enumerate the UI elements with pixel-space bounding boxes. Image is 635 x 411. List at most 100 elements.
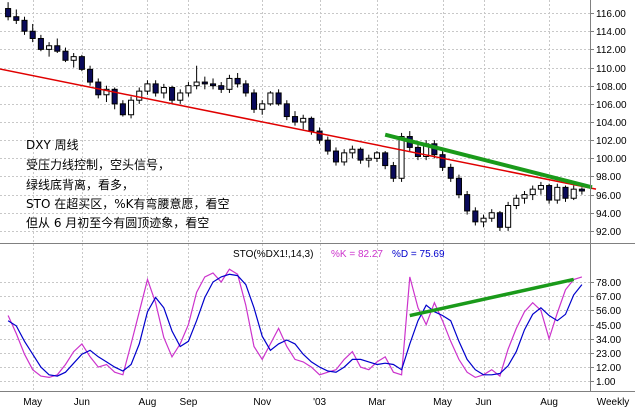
x-tick-label: Jun — [475, 397, 491, 408]
candle-body — [128, 99, 135, 116]
candle-body — [5, 8, 12, 18]
candle-body — [537, 185, 544, 190]
candle-body — [242, 83, 249, 94]
x-tick-label: Aug — [139, 397, 157, 408]
price-tick-label: 104.00 — [596, 118, 627, 129]
price-tick-label: 102.00 — [596, 136, 627, 147]
price-tick-label: 108.00 — [596, 82, 627, 93]
x-tick-label: Weekly — [597, 397, 630, 408]
candle-body — [46, 45, 53, 50]
annotation-line-4: STO 在超买区，%K有弯腰意愿，看空 — [26, 196, 229, 211]
candle-body — [382, 152, 389, 167]
indicator-y-axis: 1.00 12.00 23.00 34.00 45.00 56.00 67.00 78.00 — [590, 278, 621, 388]
candle-body — [390, 165, 397, 179]
candle-body — [455, 177, 462, 196]
candle-body — [234, 77, 241, 85]
price-y-axis: 92.00 94.00 96.00 98.00 100.00 102.00 104.00 10… — [590, 9, 627, 238]
x-tick-label: Nov — [253, 397, 271, 408]
price-tick-label: 98.00 — [596, 172, 621, 183]
candle-body — [37, 37, 44, 50]
candle-body — [513, 197, 520, 207]
candle-body — [447, 166, 454, 179]
price-tick-label: 114.00 — [596, 27, 626, 38]
candle-body — [357, 148, 364, 161]
candle-body — [529, 188, 536, 196]
candle-body — [54, 45, 61, 52]
indicator-tick-label: 67.00 — [596, 292, 621, 303]
candle-body — [169, 87, 176, 101]
annotation-line-3: 绿线底背离，看多， — [26, 177, 134, 192]
candle-body — [70, 56, 77, 61]
x-tick-label: Aug — [540, 397, 558, 408]
candle-body — [226, 77, 233, 90]
candle-body — [209, 83, 217, 87]
candle-body — [218, 85, 225, 90]
candle-body — [341, 152, 348, 163]
candle-body — [275, 92, 282, 105]
trendlines — [0, 68, 597, 190]
indicator-tick-label: 23.00 — [596, 349, 621, 360]
candle-body — [570, 188, 577, 199]
indicator-tick-label: 34.00 — [596, 335, 621, 346]
candle-body — [119, 103, 126, 116]
price-tick-label: 112.00 — [596, 45, 626, 56]
x-tick-label: '03 — [313, 397, 326, 408]
candle-body — [152, 83, 159, 94]
k-line — [7, 268, 583, 379]
candle-body — [87, 68, 94, 83]
candle-body — [439, 154, 446, 168]
candlestick-series — [5, 2, 585, 231]
price-tick-label: 92.00 — [596, 227, 621, 238]
candle-body — [349, 148, 356, 154]
candle-body — [324, 139, 331, 152]
candle-body — [136, 90, 143, 101]
indicator-tick-label: 1.00 — [596, 377, 616, 388]
x-tick-label: Mar — [368, 397, 386, 408]
annotation-line-5: 但从 6 月初至今有圆顶迹象，看空 — [26, 215, 209, 230]
candle-body — [103, 88, 110, 96]
x-tick-label: May — [23, 397, 42, 408]
candle-body — [414, 146, 421, 157]
annotation-line-1: DXY 周线 — [26, 138, 79, 152]
candle-body — [177, 92, 184, 101]
candle-body — [144, 83, 151, 92]
indicator-name: STO(%DX1!,14,3) — [233, 249, 313, 260]
price-tick-label: 106.00 — [596, 100, 627, 111]
candle-body — [267, 92, 274, 105]
candle-body — [554, 186, 561, 201]
price-tick-label: 100.00 — [596, 154, 627, 165]
d-line — [7, 273, 583, 377]
indicator-tick-label: 45.00 — [596, 321, 621, 332]
indicator-tick-label: 56.00 — [596, 306, 621, 317]
candle-body — [472, 210, 479, 223]
candle-body — [193, 81, 200, 87]
indicator-header: STO(%DX1!,14,3) %K = 82.27 %D = 75.69 — [233, 249, 445, 260]
candle-body — [283, 103, 290, 118]
candle-body — [308, 117, 315, 132]
stochastic-lines — [7, 268, 583, 379]
candle-body — [562, 186, 569, 199]
candle-body — [521, 194, 528, 199]
candle-body — [332, 150, 340, 163]
annotation-line-2: 受压力线控制，空头信号， — [26, 158, 170, 172]
price-tick-label: 94.00 — [596, 209, 621, 220]
candle-body — [29, 30, 36, 39]
annotation-block: DXY 周线 受压力线控制，空头信号， 绿线底背离，看多， STO 在超买区，%… — [26, 138, 229, 230]
candle-body — [291, 116, 299, 123]
d-value-label: %D = 75.69 — [392, 249, 445, 260]
indicator-tick-label: 78.00 — [596, 278, 621, 289]
x-axis: May Jun Aug Sep Nov '03 Mar May Jun Aug Weekly — [23, 397, 629, 408]
candle-body — [464, 194, 471, 212]
indicator-tick-label: 12.00 — [596, 363, 621, 374]
candle-body — [480, 217, 487, 223]
candle-body — [546, 185, 553, 201]
indicator-grid — [0, 244, 590, 391]
candle-body — [201, 81, 208, 85]
candle-body — [185, 85, 192, 94]
candle-body — [373, 152, 381, 159]
price-tick-label: 116.00 — [596, 9, 626, 20]
x-tick-label: Jun — [74, 397, 90, 408]
price-tick-label: 96.00 — [596, 191, 621, 202]
x-tick-label: May — [433, 397, 452, 408]
